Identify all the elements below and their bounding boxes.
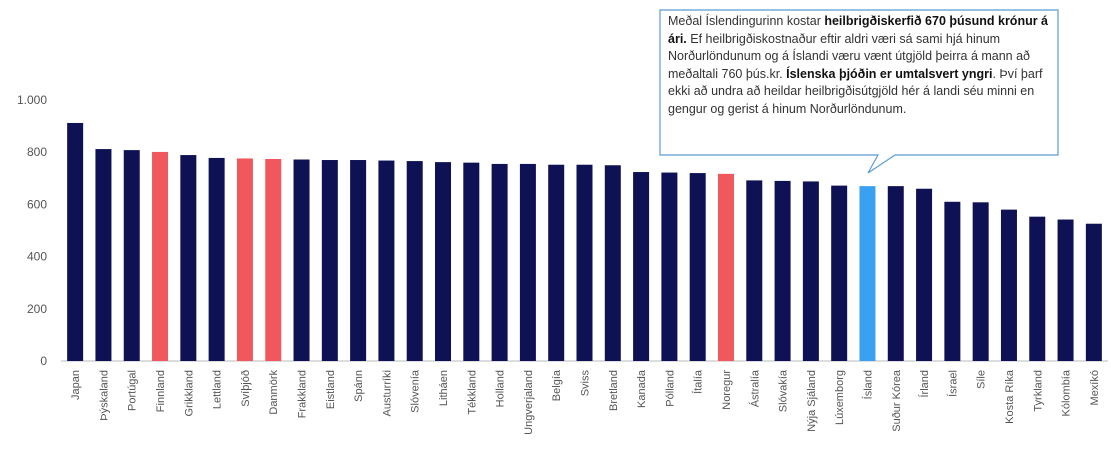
annotation-text: . Því þarf ekki að undra að heildar heil…	[668, 66, 1043, 116]
x-tick-label: Finnland	[155, 370, 167, 412]
x-tick-label: Ungverjaland	[523, 370, 535, 435]
x-tick-label: Holland	[495, 370, 507, 407]
bar	[604, 165, 621, 361]
annotation-text: Meðal Íslendingurinn kostar	[668, 14, 825, 28]
x-tick-label: Tyrkland	[1032, 370, 1044, 412]
x-tick-label: Nýja Sjáland	[806, 370, 818, 432]
x-tick-label: Tékkland	[466, 370, 478, 415]
x-tick-label: Ítalía	[692, 369, 705, 394]
bar	[576, 164, 593, 361]
bar	[265, 158, 282, 361]
x-tick-label: Síle	[976, 370, 988, 389]
x-tick-label: Mexíkó	[1089, 370, 1101, 405]
x-tick-label: Kanada	[636, 369, 648, 408]
x-tick-label: Svíþjóð	[240, 370, 252, 407]
x-tick-label: Noregur	[721, 370, 733, 410]
bar	[802, 181, 819, 361]
bar	[519, 163, 536, 361]
x-tick-label: Danmörk	[268, 370, 280, 415]
x-tick-label: Suður Kórea	[891, 369, 903, 432]
bar	[321, 160, 338, 361]
x-tick-label: Ísrael	[946, 370, 959, 397]
x-tick-label: Kosta Ríka	[1004, 369, 1016, 424]
y-tick-label: 800	[27, 145, 47, 159]
x-tick-label: Litháen	[438, 370, 450, 406]
y-tick-label: 200	[27, 302, 47, 316]
bar	[236, 158, 253, 361]
bar	[435, 162, 452, 361]
x-tick-label: Slóvenía	[410, 369, 422, 413]
annotation-text: heilbrigðiskerfið 670 þúsund krónur á ár…	[668, 14, 1049, 46]
bar	[916, 188, 933, 361]
x-tick-label: Spánn	[353, 370, 365, 402]
bar	[717, 173, 734, 361]
x-tick-label: Lúxemborg	[834, 370, 846, 425]
annotation-text: Ef heilbrigðiskostnaður eftir aldri væri…	[668, 31, 1031, 81]
bar	[633, 172, 650, 361]
x-tick-label: Japan	[70, 370, 82, 400]
bar	[293, 159, 310, 361]
bar	[350, 160, 367, 361]
annotation: Meðal Íslendingurinn kostar heilbrigðisk…	[668, 13, 1050, 118]
x-tick-label: Bretland	[608, 370, 620, 411]
x-tick-label: Sviss	[580, 370, 592, 397]
bar	[152, 151, 169, 361]
bar	[1000, 209, 1017, 361]
y-tick-label: 1.000	[17, 93, 47, 107]
bar	[378, 160, 395, 361]
bar	[661, 172, 678, 361]
x-tick-label: Kólombía	[1061, 369, 1073, 416]
x-tick-label: Austurríki	[381, 370, 393, 416]
x-tick-label: Þýskaland	[98, 370, 110, 421]
x-tick-label: Ísland	[861, 370, 874, 399]
bar	[859, 186, 876, 361]
x-tick-label: Lettland	[212, 370, 224, 409]
bar	[1057, 219, 1074, 361]
bar	[689, 173, 706, 361]
bar	[1029, 216, 1046, 361]
x-tick-label: Pólland	[664, 370, 676, 407]
annotation-text: Íslenska þjóðin er umtalsvert yngri	[786, 66, 993, 81]
bar	[406, 161, 423, 361]
x-tick-label: Frakkland	[297, 370, 309, 418]
bar	[972, 202, 989, 361]
bar	[887, 186, 904, 361]
bar	[95, 149, 112, 361]
callout-box	[659, 9, 1059, 174]
bar	[944, 201, 961, 361]
y-tick-label: 400	[27, 250, 47, 264]
bar	[746, 180, 763, 361]
bar	[831, 185, 848, 361]
bar	[208, 157, 225, 361]
bar	[67, 122, 84, 361]
x-tick-label: Belgía	[551, 369, 563, 401]
bar	[463, 162, 480, 361]
x-tick-label: Grikkland	[183, 370, 195, 416]
bar	[548, 164, 565, 361]
x-tick-label: Írland	[918, 370, 931, 398]
x-tick-label: Eistland	[325, 370, 337, 409]
bar	[123, 150, 140, 361]
bar	[180, 155, 197, 361]
y-tick-label: 600	[27, 197, 47, 211]
y-tick-label: 0	[40, 354, 47, 368]
x-tick-label: Ástralía	[748, 369, 761, 407]
x-tick-label: Portúgal	[127, 370, 139, 411]
bar	[774, 180, 791, 361]
bar	[1085, 223, 1102, 361]
bar	[491, 163, 508, 361]
x-tick-label: Slóvakía	[778, 369, 790, 412]
